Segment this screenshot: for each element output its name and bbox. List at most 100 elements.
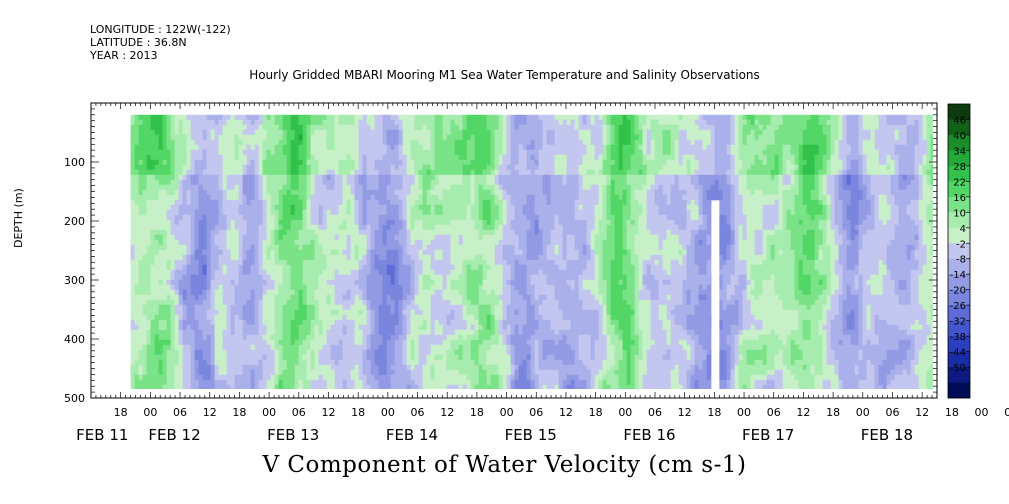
heatmap-cell bbox=[490, 229, 496, 236]
heatmap-cell bbox=[578, 229, 584, 236]
heatmap-cell bbox=[334, 219, 340, 226]
heatmap-cell bbox=[234, 134, 240, 141]
heatmap-cell bbox=[494, 194, 500, 201]
heatmap-cell bbox=[382, 154, 388, 161]
heatmap-cell bbox=[898, 149, 904, 156]
heatmap-cell bbox=[666, 234, 672, 241]
heatmap-cell bbox=[142, 119, 148, 126]
heatmap-cell bbox=[482, 129, 488, 136]
heatmap-cell bbox=[246, 134, 252, 141]
heatmap-cell bbox=[378, 189, 384, 196]
heatmap-cell bbox=[874, 169, 880, 176]
heatmap-cell bbox=[358, 114, 364, 121]
heatmap-cell bbox=[906, 149, 912, 156]
heatmap-cell bbox=[490, 189, 496, 196]
heatmap-cell bbox=[730, 149, 736, 156]
heatmap-cell bbox=[882, 229, 888, 236]
heatmap-cell bbox=[618, 234, 624, 241]
heatmap-cell bbox=[486, 169, 492, 176]
heatmap-cell bbox=[322, 159, 328, 166]
heatmap-cell bbox=[450, 144, 456, 151]
heatmap-cell bbox=[818, 129, 824, 136]
heatmap-cell bbox=[394, 184, 400, 191]
heatmap-cell bbox=[746, 214, 752, 221]
heatmap-cell bbox=[182, 144, 188, 151]
heatmap-cell bbox=[254, 234, 260, 241]
heatmap-cell bbox=[878, 159, 884, 166]
heatmap-cell bbox=[546, 144, 552, 151]
heatmap-cell bbox=[458, 234, 464, 241]
heatmap-cell bbox=[878, 219, 884, 226]
heatmap-cell bbox=[538, 159, 544, 166]
heatmap-cell bbox=[378, 184, 384, 191]
heatmap-cell bbox=[294, 119, 300, 126]
heatmap-cell bbox=[242, 139, 248, 146]
heatmap-cell bbox=[346, 134, 352, 141]
heatmap-cell bbox=[842, 119, 848, 126]
heatmap-cell bbox=[802, 199, 808, 206]
heatmap-cell bbox=[274, 129, 280, 136]
heatmap-cell bbox=[378, 204, 384, 211]
heatmap-cell bbox=[638, 234, 644, 241]
heatmap-cell bbox=[406, 174, 412, 181]
heatmap-cell bbox=[170, 114, 176, 121]
heatmap-cell bbox=[346, 234, 352, 241]
heatmap-cell bbox=[346, 119, 352, 126]
heatmap-cell bbox=[634, 169, 640, 176]
heatmap-cell bbox=[730, 139, 736, 146]
heatmap-cell bbox=[290, 214, 296, 221]
heatmap-cell bbox=[690, 164, 696, 171]
heatmap-cell bbox=[734, 119, 740, 126]
heatmap-cell bbox=[630, 129, 636, 136]
heatmap-cell bbox=[214, 154, 220, 161]
heatmap-cell bbox=[214, 169, 220, 176]
heatmap-cell bbox=[166, 124, 172, 131]
heatmap-cell bbox=[246, 189, 252, 196]
heatmap-cell bbox=[406, 214, 412, 221]
heatmap-cell bbox=[830, 204, 836, 211]
heatmap-cell bbox=[742, 224, 748, 231]
heatmap-cell bbox=[922, 194, 928, 201]
heatmap-cell bbox=[218, 209, 224, 216]
heatmap-cell bbox=[142, 184, 148, 191]
heatmap-cell bbox=[446, 119, 452, 126]
heatmap-cell bbox=[842, 224, 848, 231]
heatmap-cell bbox=[246, 199, 252, 206]
heatmap-cell bbox=[458, 119, 464, 126]
heatmap-cell bbox=[670, 164, 676, 171]
heatmap-cell bbox=[234, 234, 240, 241]
heatmap-cell bbox=[810, 154, 816, 161]
heatmap-cell bbox=[298, 204, 304, 211]
heatmap-cell bbox=[402, 149, 408, 156]
heatmap-cell bbox=[342, 224, 348, 231]
heatmap-cell bbox=[618, 149, 624, 156]
heatmap-cell bbox=[686, 159, 692, 166]
heatmap-cell bbox=[646, 209, 652, 216]
heatmap-cell bbox=[314, 184, 320, 191]
heatmap-cell bbox=[334, 134, 340, 141]
heatmap-cell bbox=[190, 229, 196, 236]
heatmap-cell bbox=[322, 209, 328, 216]
heatmap-cell bbox=[694, 204, 700, 211]
heatmap-cell bbox=[882, 199, 888, 206]
heatmap-cell bbox=[806, 159, 812, 166]
heatmap-cell bbox=[794, 119, 800, 126]
heatmap-cell bbox=[346, 184, 352, 191]
heatmap-cell bbox=[298, 154, 304, 161]
heatmap-cell bbox=[490, 224, 496, 231]
heatmap-cell bbox=[786, 189, 792, 196]
heatmap-cell bbox=[794, 129, 800, 136]
heatmap-cell bbox=[846, 214, 852, 221]
heatmap-cell bbox=[138, 194, 144, 201]
heatmap-cell bbox=[930, 134, 933, 141]
heatmap-cell bbox=[446, 179, 452, 186]
heatmap-cell bbox=[142, 214, 148, 221]
heatmap-cell bbox=[510, 229, 516, 236]
heatmap-cell bbox=[630, 189, 636, 196]
heatmap-cell bbox=[286, 134, 292, 141]
heatmap-cell bbox=[702, 169, 708, 176]
heatmap-cell bbox=[154, 214, 160, 221]
heatmap-cell bbox=[662, 204, 668, 211]
heatmap-cell bbox=[334, 199, 340, 206]
heatmap-cell bbox=[446, 124, 452, 131]
